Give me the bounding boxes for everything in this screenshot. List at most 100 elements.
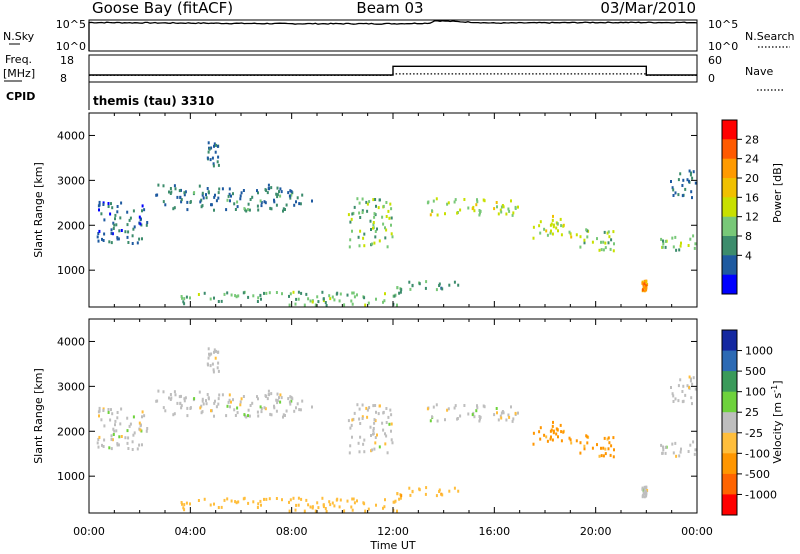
data-cell — [162, 184, 165, 188]
data-cell — [689, 379, 692, 383]
data-cell — [138, 215, 141, 219]
data-cell — [178, 189, 181, 193]
data-cell — [382, 204, 385, 208]
data-cell — [183, 397, 186, 401]
data-cell — [257, 191, 259, 195]
data-cell — [500, 411, 503, 415]
data-cell — [141, 410, 144, 414]
data-cell — [290, 193, 293, 197]
scatter-feature — [426, 403, 519, 423]
data-cell — [278, 190, 280, 194]
data-cell — [390, 413, 393, 417]
data-cell — [140, 423, 142, 427]
data-cell — [131, 440, 134, 444]
data-cell — [552, 431, 555, 435]
data-cell — [514, 205, 517, 209]
velocity-colorbar: 1000 500 100 25 -25 -100 -500 -1000 — [721, 329, 777, 516]
velocity-colorbar-label-text: Velocity [m s — [771, 392, 784, 463]
data-cell — [363, 244, 366, 248]
data-cell — [298, 202, 301, 206]
data-cell — [173, 206, 176, 210]
data-cell — [382, 222, 385, 226]
data-cell — [141, 415, 143, 419]
data-cell — [613, 448, 615, 452]
data-cell — [206, 156, 209, 160]
data-cell — [570, 441, 573, 445]
data-cell — [368, 200, 371, 204]
data-cell — [325, 510, 328, 513]
data-cell — [120, 201, 123, 205]
data-cell — [363, 232, 366, 236]
data-cell — [692, 234, 695, 238]
cpid-value: themis (tau) 3310 — [93, 94, 214, 108]
scatter-feature — [155, 389, 313, 419]
data-cell — [264, 394, 267, 398]
data-cell — [399, 290, 402, 294]
data-cell — [351, 435, 353, 439]
power-colorbar-label: Power [dB] — [771, 163, 784, 223]
data-cell — [170, 190, 173, 194]
data-cell — [288, 400, 291, 404]
data-cell — [538, 224, 541, 228]
data-cell — [512, 417, 515, 421]
data-cell — [396, 303, 398, 307]
data-cell — [693, 246, 696, 250]
data-cell — [294, 302, 297, 306]
data-cell — [431, 415, 433, 419]
data-cell — [364, 303, 367, 307]
data-cell — [267, 389, 270, 393]
data-cell — [296, 196, 299, 200]
data-cell — [688, 375, 691, 379]
data-cell — [386, 245, 389, 249]
data-cell — [146, 427, 149, 430]
data-cell — [361, 415, 364, 419]
data-cell — [351, 497, 354, 501]
nave-right-tick-bottom: 0 — [708, 72, 715, 85]
data-cell — [373, 241, 376, 245]
data-cell — [242, 189, 245, 192]
data-cell — [378, 198, 381, 202]
data-cell — [299, 408, 302, 412]
data-cell — [556, 222, 559, 226]
colorbar-tick-label: 28 — [745, 133, 759, 146]
noise-right-tick-top: 10^5 — [708, 18, 738, 31]
noise-right-tick-bottom: 10^0 — [708, 40, 738, 53]
data-cell — [608, 441, 611, 445]
data-cell — [681, 400, 684, 404]
data-cell — [463, 404, 466, 407]
data-cell — [131, 242, 134, 245]
data-cell — [568, 436, 571, 440]
data-cell — [259, 293, 262, 297]
velocity-colorbar-label-end: ] — [771, 380, 784, 384]
data-cell — [189, 502, 191, 506]
data-cell — [459, 414, 462, 418]
data-cell — [116, 236, 119, 240]
data-cell — [110, 447, 113, 451]
data-cell — [473, 209, 476, 213]
data-cell — [375, 204, 377, 208]
data-cell — [285, 203, 288, 207]
data-cell — [119, 422, 122, 426]
data-cell — [186, 414, 189, 418]
data-cell — [343, 303, 346, 307]
data-cell — [453, 280, 456, 284]
data-cell — [386, 451, 389, 455]
data-cell — [457, 489, 460, 493]
data-cell — [662, 448, 665, 452]
power-data-features — [96, 141, 697, 307]
data-cell — [301, 399, 304, 403]
data-cell — [463, 198, 466, 201]
data-cell — [235, 501, 238, 505]
data-cell — [300, 291, 303, 295]
data-cell — [672, 194, 675, 197]
data-cell — [643, 279, 646, 283]
data-cell — [374, 235, 377, 239]
data-cell — [539, 220, 542, 224]
y-tick-label: 1000 — [57, 470, 85, 483]
data-cell — [353, 205, 356, 209]
data-cell — [384, 498, 386, 502]
data-cell — [108, 446, 111, 450]
data-cell — [473, 415, 476, 419]
data-cell — [384, 432, 386, 436]
data-cell — [295, 406, 297, 410]
